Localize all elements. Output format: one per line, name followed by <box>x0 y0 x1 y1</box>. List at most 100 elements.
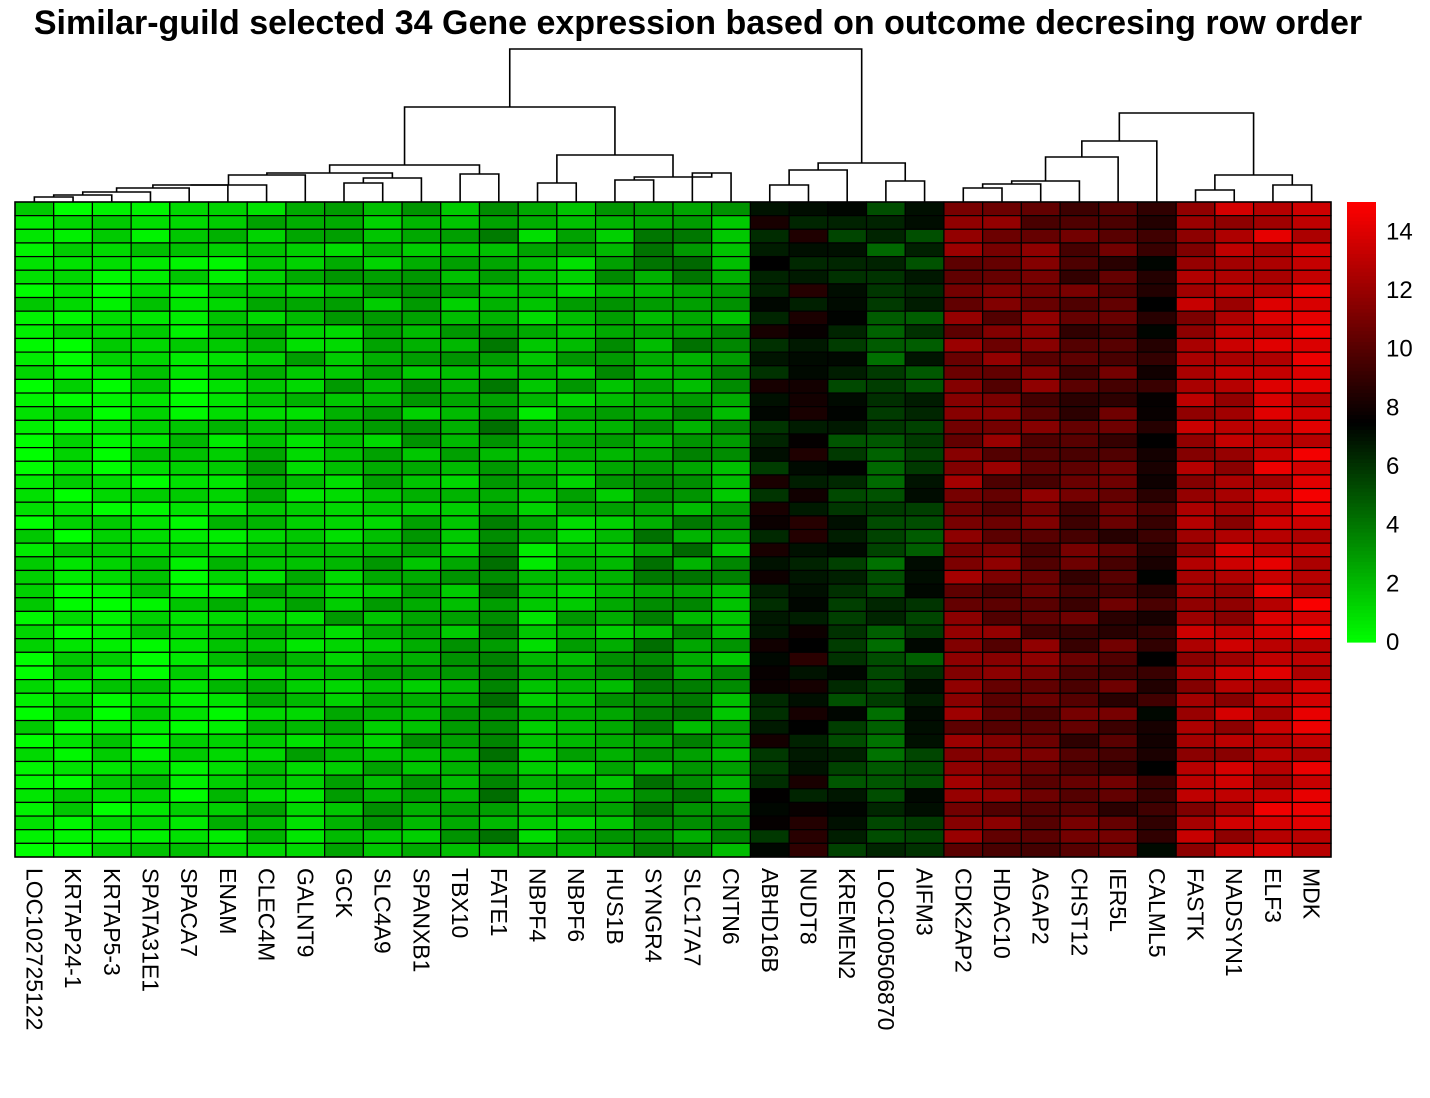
heatmap-cell <box>1214 283 1255 299</box>
heatmap-cell <box>207 447 248 462</box>
heatmap-cell <box>478 624 519 640</box>
heatmap-cell <box>130 556 171 572</box>
heatmap-cell <box>14 419 55 435</box>
heatmap-cell <box>672 474 713 490</box>
heatmap-cell <box>285 569 326 585</box>
heatmap-cell <box>943 378 984 394</box>
color-key-band <box>1347 392 1376 397</box>
heatmap-cell <box>91 460 132 476</box>
heatmap-cell <box>362 788 403 804</box>
heatmap-cell <box>982 719 1022 735</box>
heatmap-cell <box>362 815 403 831</box>
heatmap-cell <box>827 324 868 340</box>
heatmap-cell <box>1214 651 1255 667</box>
heatmap-cell <box>14 556 55 572</box>
heatmap-cell <box>827 760 868 776</box>
heatmap-cell <box>1098 351 1139 367</box>
heatmap-cell <box>711 242 752 258</box>
heatmap-cell <box>478 665 519 681</box>
heatmap-cell <box>749 296 790 312</box>
heatmap-cell <box>827 255 868 271</box>
heatmap-cell <box>169 815 210 831</box>
heatmap-cell <box>749 324 790 340</box>
heatmap-cell <box>91 474 132 490</box>
heatmap-cell <box>362 692 403 708</box>
heatmap-cell <box>672 624 713 640</box>
heatmap-cell <box>904 829 945 844</box>
heatmap-cell <box>865 419 906 435</box>
heatmap-cell <box>130 747 171 763</box>
heatmap-cell <box>169 760 210 776</box>
heatmap-cell <box>594 296 635 312</box>
heatmap-cell <box>1098 392 1139 408</box>
heatmap-cell <box>285 324 326 340</box>
heatmap-cell <box>478 269 519 285</box>
heatmap-cell <box>169 692 210 708</box>
heatmap-cell <box>633 447 674 462</box>
heatmap-cell <box>982 801 1022 817</box>
heatmap-cell <box>711 269 752 285</box>
heatmap-cell <box>749 351 790 367</box>
heatmap-cell <box>324 528 364 544</box>
heatmap-cell <box>1059 406 1100 421</box>
heatmap-cell <box>556 583 597 599</box>
heatmap-cell <box>1175 365 1216 380</box>
heatmap-cell <box>594 569 635 585</box>
heatmap-cell <box>594 378 635 394</box>
heatmap-cell <box>556 351 597 367</box>
heatmap-cell <box>1136 310 1177 326</box>
heatmap-cell <box>1291 351 1332 367</box>
heatmap-cell <box>207 433 248 449</box>
heatmap-cell <box>1291 447 1332 462</box>
heatmap-cell <box>749 747 790 763</box>
heatmap-cell <box>943 692 984 708</box>
heatmap-cell <box>1252 747 1293 763</box>
heatmap-cell <box>440 815 481 831</box>
heatmap-cell <box>324 474 364 490</box>
heatmap-cell <box>594 597 635 612</box>
heatmap-cell <box>943 487 984 503</box>
heatmap-cell <box>1136 815 1177 831</box>
heatmap-cell <box>246 597 287 612</box>
heatmap-cell <box>827 665 868 681</box>
heatmap-cell <box>904 255 945 271</box>
heatmap-cell <box>478 201 519 217</box>
heatmap-cell <box>594 624 635 640</box>
heatmap-cell <box>904 638 945 653</box>
dendrogram-branch <box>1272 184 1313 202</box>
heatmap-cell <box>517 487 558 503</box>
heatmap-cell <box>285 447 326 462</box>
heatmap-cell <box>1252 542 1293 558</box>
heatmap-cell <box>53 406 94 421</box>
color-key-band <box>1347 550 1376 555</box>
heatmap-cell <box>1252 610 1293 626</box>
heatmap-cell <box>1059 283 1100 299</box>
heatmap-cell <box>401 719 442 735</box>
heatmap-cell <box>943 365 984 380</box>
heatmap-cell <box>749 597 790 612</box>
heatmap-cell <box>246 515 287 531</box>
color-key-band <box>1347 436 1376 441</box>
heatmap-cell <box>827 392 868 408</box>
heatmap-cell <box>285 733 326 749</box>
heatmap-cell <box>478 678 519 694</box>
heatmap-cell <box>982 487 1022 503</box>
heatmap-cell <box>749 760 790 776</box>
heatmap-cell <box>285 610 326 626</box>
heatmap-cell <box>130 324 171 340</box>
color-key-band <box>1347 543 1376 548</box>
heatmap-cell <box>324 215 364 230</box>
heatmap-cell <box>207 665 248 681</box>
column-label: SPACA7 <box>176 868 202 957</box>
heatmap-cell <box>130 597 171 612</box>
heatmap-cell <box>207 733 248 749</box>
heatmap-cell <box>207 324 248 340</box>
heatmap-cell <box>633 528 674 544</box>
heatmap-cell <box>517 515 558 531</box>
heatmap-cell <box>904 801 945 817</box>
heatmap-cell <box>1291 610 1332 626</box>
heatmap-cell <box>130 583 171 599</box>
heatmap-cell <box>943 842 984 858</box>
heatmap-cell <box>53 638 94 653</box>
heatmap-cell <box>749 283 790 299</box>
